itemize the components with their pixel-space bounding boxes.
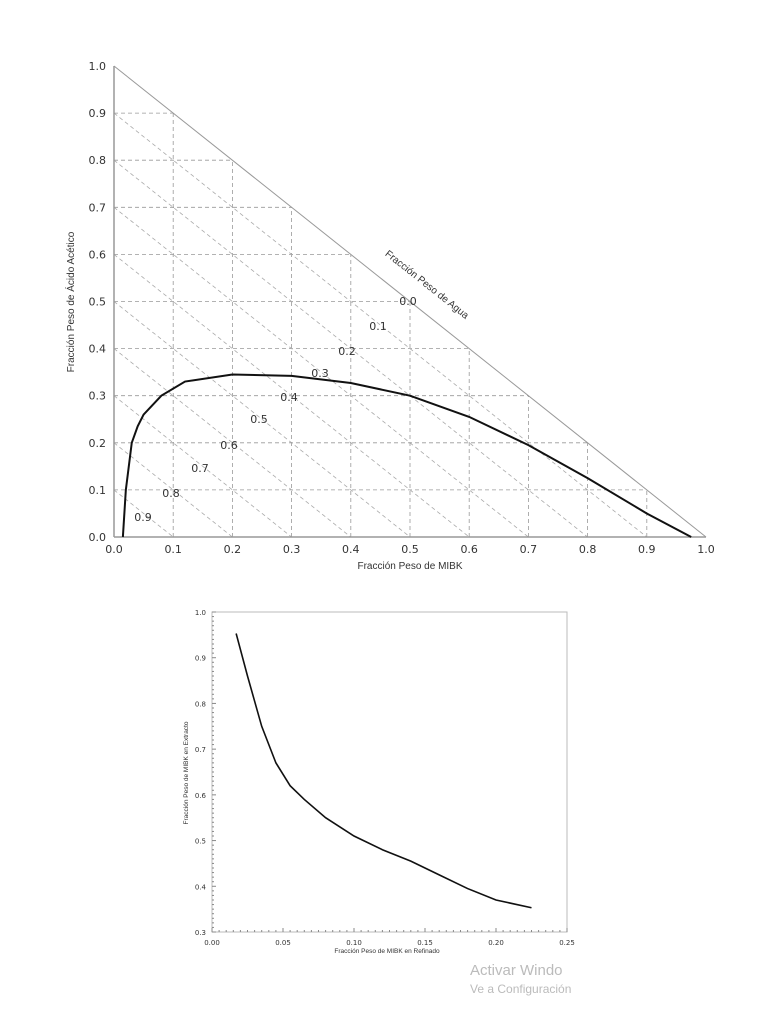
x-tick-label: 0.15 [417, 939, 433, 947]
watermark-line-2: Ve a Configuración [470, 982, 571, 996]
plot-frame [211, 611, 568, 933]
y-tick-label: 0.4 [195, 883, 207, 891]
x-tick-label: 0.05 [275, 939, 291, 947]
water-isoline-label: 0.1 [369, 320, 387, 333]
x-tick-label: 0.2 [224, 543, 242, 556]
y-tick-label: 0.5 [195, 838, 206, 846]
y-tick-label: 0.3 [89, 390, 107, 403]
water-isoline-label: 0.9 [134, 511, 152, 524]
water-isoline-label: 0.7 [191, 462, 209, 475]
water-isoline-label: 0.8 [162, 487, 180, 500]
water-isoline [113, 206, 529, 538]
hypotenuse [113, 65, 707, 538]
y-tick-label: 0.9 [195, 655, 206, 663]
x-tick-label: 0.1 [164, 543, 182, 556]
x-axis-label: Fracción Peso de MIBK en Refinado [334, 948, 440, 955]
x-tick-label: 1.0 [697, 543, 715, 556]
x-tick-label: 0.8 [579, 543, 597, 556]
water-isoline-label: 0.0 [399, 295, 417, 308]
x-tick-label: 0.9 [638, 543, 656, 556]
x-axis-label: Fracción Peso de MIBK [357, 561, 462, 572]
watermark-line-1: Activar Windo [470, 962, 563, 979]
x-tick-label: 0.5 [401, 543, 419, 556]
x-tick-label: 0.0 [105, 543, 123, 556]
y-tick-label: 0.8 [195, 700, 206, 708]
x-tick-label: 0.6 [460, 543, 478, 556]
binodal-curve [121, 373, 692, 538]
y-tick-label: 0.8 [89, 154, 107, 167]
water-isoline [113, 254, 470, 538]
water-isoline-label: 0.2 [338, 345, 356, 358]
distribution-chart: 0.00 0.05 0.10 0.15 0.20 0.25 0.3 0.4 0.5 0.6 0.7 0… [183, 609, 575, 955]
y-axis-label: Fracción Peso de MIBK en Extracto [183, 721, 190, 824]
y-tick-label: 0.3 [195, 929, 206, 937]
y-tick-label: 1.0 [89, 60, 107, 73]
x-tick-label: 0.3 [283, 543, 301, 556]
y-tick-label: 0.1 [89, 484, 107, 497]
y-tick-label: 0.9 [89, 107, 107, 120]
y-tick-label: 0.2 [89, 437, 107, 450]
water-isoline [113, 112, 648, 538]
water-isoline [113, 395, 292, 538]
water-isoline-label: 0.4 [280, 391, 298, 404]
x-tick-label: 0.10 [346, 939, 362, 947]
water-isoline [113, 442, 233, 538]
water-isoline-label: 0.3 [311, 367, 329, 380]
y-tick-label: 0.5 [89, 296, 107, 309]
water-isoline-label: 0.5 [250, 413, 268, 426]
water-isoline [113, 348, 352, 538]
water-isoline [113, 159, 588, 538]
y-tick-label: 1.0 [195, 609, 206, 617]
x-tick-label: 0.00 [204, 939, 220, 947]
x-tick-label: 0.4 [342, 543, 360, 556]
ternary-chart: 0.0 0.1 0.2 0.3 0.4 0.5 0.6 0.7 0.8 0.9 1.0 0.0 0.1 0… [64, 60, 715, 572]
y-axis-label: Fracción Peso de Ácido Acético [64, 231, 77, 372]
y-tick-label: 0.4 [89, 343, 107, 356]
y-tick-label: 0.7 [89, 201, 107, 214]
y-tick-label: 0.0 [89, 531, 107, 544]
diagonal-axis-label: Fracción Peso de Agua [383, 249, 471, 322]
water-isoline [113, 489, 174, 538]
x-tick-label: 0.25 [559, 939, 575, 947]
distribution-curve [235, 633, 532, 909]
y-tick-label: 0.7 [195, 746, 206, 754]
x-tick-label: 0.7 [520, 543, 538, 556]
x-tick-label: 0.20 [488, 939, 504, 947]
water-isoline-label: 0.6 [220, 439, 238, 452]
y-tick-label: 0.6 [195, 792, 207, 800]
water-isoline [113, 301, 411, 538]
y-tick-label: 0.6 [89, 248, 107, 261]
